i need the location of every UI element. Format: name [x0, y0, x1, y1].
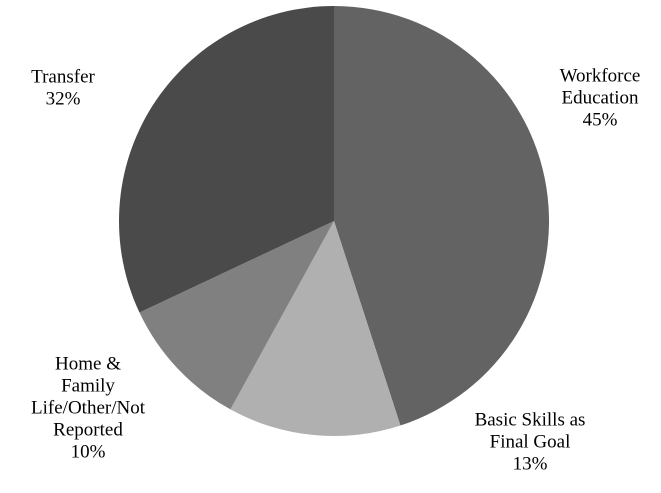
- pie-slice-label-line-3-0: Transfer: [31, 67, 95, 88]
- pie-slice-label-line-2-0: Home &: [55, 354, 121, 375]
- pie-slices: [118, 5, 550, 437]
- pie-slice-label-line-2-1: Family: [61, 376, 115, 397]
- pie-slice-label-3: Transfer 32%: [31, 67, 95, 110]
- pie-slice-label-line-2-2: Life/Other/Not: [31, 398, 146, 419]
- pie-labels: Workforce Education 45% Basic Skills as Fina…: [31, 66, 640, 475]
- pie-slice-percent-3: 32%: [46, 89, 81, 110]
- pie-slice-label-line-1-0: Basic Skills as: [475, 410, 586, 431]
- pie-slice-percent-2: 10%: [71, 442, 106, 463]
- pie-slice-label-2: Home & Family Life/Other/Not Reported 10%: [31, 354, 146, 463]
- pie-slice-percent-0: 45%: [583, 110, 618, 131]
- pie-slice-label-line-2-3: Reported: [53, 420, 123, 441]
- pie-slice-label-line-1-1: Final Goal: [490, 432, 571, 453]
- pie-slice-label-0: Workforce Education 45%: [560, 66, 641, 131]
- pie-slice-3: [118, 6, 334, 313]
- pie-slice-label-line-0-1: Education: [561, 88, 639, 109]
- pie-slice-label-line-0-0: Workforce: [560, 66, 641, 87]
- pie-slice-percent-1: 13%: [513, 454, 548, 475]
- pie-slice-1: [230, 221, 401, 437]
- pie-slice-2: [139, 221, 334, 410]
- pie-slice-label-1: Basic Skills as Final Goal 13%: [475, 410, 586, 475]
- pie-slice-0: [334, 5, 550, 426]
